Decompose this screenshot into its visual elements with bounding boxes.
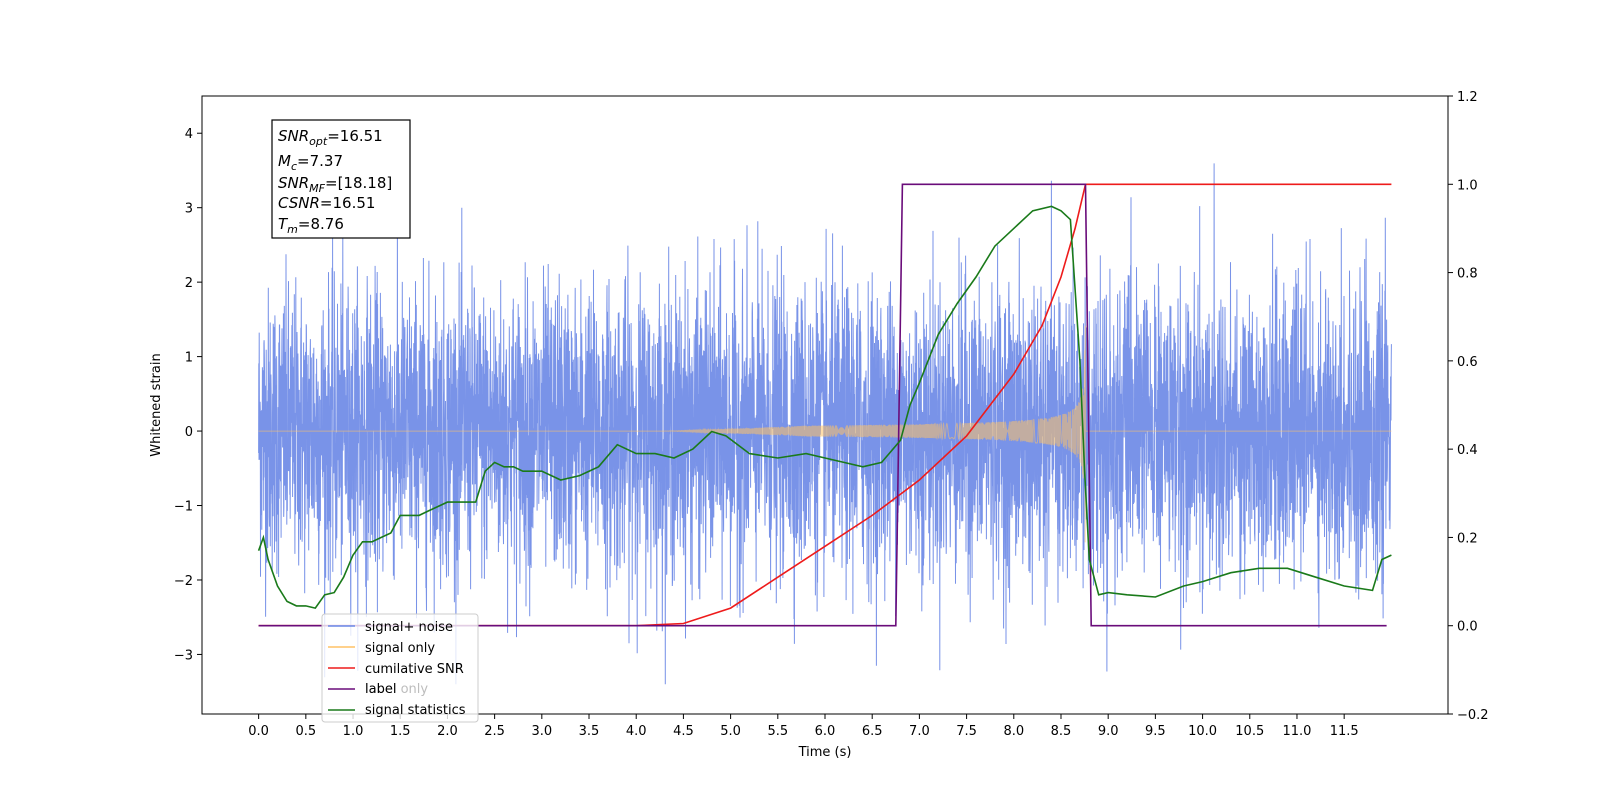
y-tick-label-right: 0.6 [1457,355,1478,370]
x-tick-label: 0.0 [248,724,269,739]
y-tick-label-right: −0.2 [1457,708,1489,723]
x-tick-label: 1.5 [390,724,411,739]
y-tick-label-left: −2 [174,574,193,589]
y-tick-label-left: 2 [185,276,193,291]
stat-tm: Tm=8.76 [278,215,344,236]
x-tick-label: 8.0 [1003,724,1024,739]
stat-mc: Mc=7.37 [278,152,343,173]
legend: signal+ noise signal only cumilative SNR… [321,613,479,723]
plot-area [257,163,1392,685]
legend-label-signal-only: signal only [365,641,435,656]
x-tick-label: 5.5 [767,724,788,739]
x-tick-label: 0.5 [295,724,316,739]
y-tick-label-left: 4 [185,127,193,142]
series-cumulative-snr [258,183,1392,627]
x-tick-label: 2.5 [484,724,505,739]
legend-label-signal-statistics: signal statistics [365,703,466,718]
x-tick-label: 1.0 [343,724,364,739]
x-tick-label: 2.0 [437,724,458,739]
y-tick-label-left: 1 [185,351,193,366]
x-tick-label: 3.5 [579,724,600,739]
x-tick-label: 11.5 [1330,724,1359,739]
series-label [258,183,1387,627]
x-axis-label: Time (s) [798,745,852,760]
x-tick-label: 7.0 [909,724,930,739]
y-tick-label-left: −3 [174,648,193,663]
x-tick-label: 10.0 [1188,724,1217,739]
y-tick-label-left: 0 [185,425,193,440]
x-tick-label: 6.0 [815,724,836,739]
legend-label-label: label [365,682,396,697]
y-tick-label-left: −1 [174,500,193,515]
legend-label-cumulative-snr: cumilative SNR [365,662,464,677]
y-tick-label-right: 0.8 [1457,267,1478,282]
y-tick-label-right: 0.4 [1457,443,1478,458]
stat-snr-mf: SNRMF=[18.18] [278,174,392,195]
series-signal-noise [258,163,1392,685]
stats-box: SNRopt=16.51 Mc=7.37 SNRMF=[18.18] CSNR=… [271,119,411,239]
axes: 0.0 0.5 1.0 1.5 2.0 2.5 3.0 3.5 4.0 4.5 5.0 5.5 6.0 6… [174,90,1489,739]
y-tick-label-right: 0.2 [1457,531,1478,546]
x-tick-label: 7.5 [956,724,977,739]
x-tick-label: 11.0 [1282,724,1311,739]
series-signal-statistics [257,205,1392,610]
x-tick-label: 6.5 [862,724,883,739]
series-signal-only [258,325,1392,543]
x-tick-label: 10.5 [1235,724,1264,739]
legend-label-label-only: label only [365,682,428,697]
y-tick-label-left: 3 [185,202,193,217]
x-tick-label: 5.0 [720,724,741,739]
stat-snr-opt: SNRopt=16.51 [278,127,383,148]
x-tick-label: 4.5 [673,724,694,739]
x-tick-label: 8.5 [1051,724,1072,739]
y-tick-label-right: 0.0 [1457,620,1478,635]
y-tick-label-right: 1.0 [1457,178,1478,193]
legend-label-signal-noise: signal+ noise [365,620,453,635]
x-tick-label: 4.0 [626,724,647,739]
y-tick-label-right: 1.2 [1457,90,1478,105]
x-tick-label: 9.5 [1145,724,1166,739]
x-tick-label: 3.0 [531,724,552,739]
stat-csnr: CSNR=16.51 [278,194,375,212]
x-tick-label: 9.0 [1098,724,1119,739]
y-axis-label: Whitened strain [149,353,164,456]
